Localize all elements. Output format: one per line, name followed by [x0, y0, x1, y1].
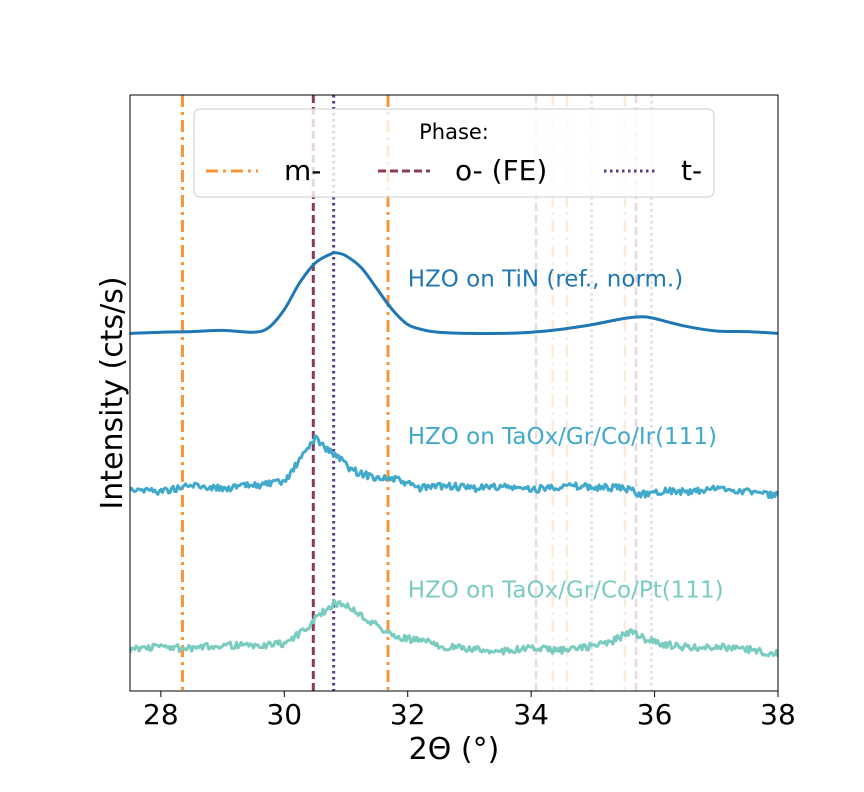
series-line-0 [130, 251, 778, 336]
series-label-0: HZO on TiN (ref., norm.) [408, 266, 684, 292]
x-tick-label-5: 38 [760, 698, 796, 731]
x-tick-label-0: 28 [143, 698, 179, 731]
legend: Phase: m-o- (FE) t- [193, 108, 715, 198]
x-axis-label: 2Θ (°) [409, 732, 500, 767]
legend-box [193, 108, 715, 198]
series-lines [130, 251, 778, 658]
x-tick-label-3: 34 [513, 698, 549, 731]
x-tick-label-1: 30 [266, 698, 302, 731]
series-label-2: HZO on TaOx/Gr/Co/Pt(111) [408, 577, 724, 603]
legend-entries: m-o- (FE) t- [206, 154, 702, 187]
x-axis-ticks: 28 30 32 34 36 38 [143, 691, 796, 731]
x-tick-label-4: 36 [637, 698, 673, 731]
series-labels: HZO on TiN (ref., norm.) HZO on TaOx/Gr/C… [408, 266, 724, 603]
series-line-2 [130, 598, 778, 658]
x-tick-label-2: 32 [390, 698, 426, 731]
plot-frame [129, 94, 779, 692]
legend-label-2: t- [681, 154, 702, 187]
y-axis-label: Intensity (cts/s) [95, 276, 130, 509]
series-label-1: HZO on TaOx/Gr/Co/Ir(111) [408, 424, 717, 450]
legend-label-1: o- (FE) [455, 154, 547, 187]
legend-title: Phase: [419, 120, 489, 144]
series-line-1 [130, 434, 778, 500]
legend-label-0: m- [284, 154, 321, 187]
